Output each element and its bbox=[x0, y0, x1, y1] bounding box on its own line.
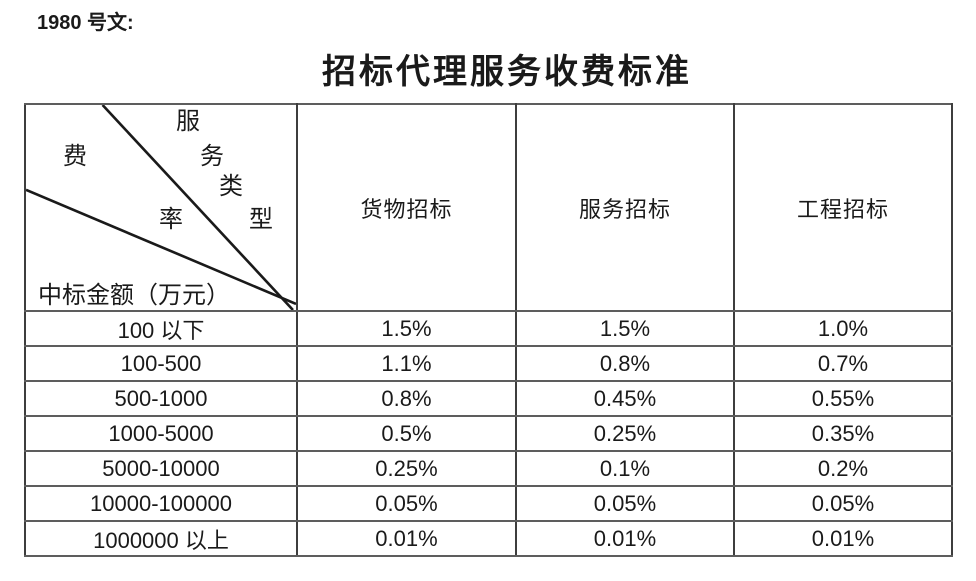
rate-cell: 0.8% bbox=[515, 345, 735, 382]
column-header-service-bidding: 服务招标 bbox=[515, 103, 735, 312]
table-row: 100-500 1.1% 0.8% 0.7% bbox=[24, 345, 953, 382]
rate-cell: 1.5% bbox=[515, 310, 735, 347]
rate-cell: 0.05% bbox=[733, 485, 953, 522]
fee-standard-table: 服 务 类 型 费 率 中标金额（万元） 货物招标 服务招标 工程招标 100 … bbox=[24, 103, 953, 557]
rate-cell: 0.8% bbox=[296, 380, 517, 417]
doc-reference-number: 1980 号文: bbox=[37, 12, 134, 34]
rate-cell: 0.05% bbox=[515, 485, 735, 522]
amount-range-cell: 1000000 以上 bbox=[24, 520, 298, 557]
page-title: 招标代理服务收费标准 bbox=[322, 54, 692, 91]
column-header-engineering-bidding: 工程招标 bbox=[733, 103, 953, 312]
rate-cell: 0.1% bbox=[515, 450, 735, 487]
rate-cell: 0.7% bbox=[733, 345, 953, 382]
amount-range-cell: 1000-5000 bbox=[24, 415, 298, 452]
amount-range-cell: 5000-10000 bbox=[24, 450, 298, 487]
rate-cell: 0.25% bbox=[515, 415, 735, 452]
rate-cell: 0.55% bbox=[733, 380, 953, 417]
table-row: 1000-5000 0.5% 0.25% 0.35% bbox=[24, 415, 953, 452]
table-row: 100 以下 1.5% 1.5% 1.0% bbox=[24, 310, 953, 347]
amount-range-cell: 500-1000 bbox=[24, 380, 298, 417]
table-row: 1000000 以上 0.01% 0.01% 0.01% bbox=[24, 520, 953, 557]
corner-axis-service-type-char: 型 bbox=[249, 207, 273, 233]
rate-cell: 0.2% bbox=[733, 450, 953, 487]
rate-cell: 0.35% bbox=[733, 415, 953, 452]
rate-cell: 0.5% bbox=[296, 415, 517, 452]
corner-axis-service-type-char: 服 bbox=[176, 109, 200, 135]
corner-axis-fee-rate-char: 费 bbox=[63, 144, 87, 170]
rate-cell: 1.1% bbox=[296, 345, 517, 382]
amount-range-cell: 100 以下 bbox=[24, 310, 298, 347]
corner-axis-service-type-char: 类 bbox=[219, 174, 243, 200]
diagonal-corner-cell: 服 务 类 型 费 率 中标金额（万元） bbox=[24, 103, 298, 312]
rate-cell: 0.01% bbox=[733, 520, 953, 557]
rate-cell: 0.25% bbox=[296, 450, 517, 487]
diagonal-divider-lines bbox=[27, 106, 295, 309]
column-header-goods-bidding: 货物招标 bbox=[296, 103, 517, 312]
corner-axis-fee-rate-char: 率 bbox=[159, 207, 183, 233]
table-header-row: 服 务 类 型 费 率 中标金额（万元） 货物招标 服务招标 工程招标 bbox=[24, 103, 953, 312]
corner-axis-amount-label: 中标金额（万元） bbox=[38, 283, 230, 309]
rate-cell: 0.45% bbox=[515, 380, 735, 417]
rate-cell: 1.0% bbox=[733, 310, 953, 347]
amount-range-cell: 100-500 bbox=[24, 345, 298, 382]
rate-cell: 0.01% bbox=[296, 520, 517, 557]
table-row: 10000-100000 0.05% 0.05% 0.05% bbox=[24, 485, 953, 522]
rate-cell: 0.01% bbox=[515, 520, 735, 557]
amount-range-cell: 10000-100000 bbox=[24, 485, 298, 522]
rate-cell: 0.05% bbox=[296, 485, 517, 522]
table-row: 5000-10000 0.25% 0.1% 0.2% bbox=[24, 450, 953, 487]
table-row: 500-1000 0.8% 0.45% 0.55% bbox=[24, 380, 953, 417]
rate-cell: 1.5% bbox=[296, 310, 517, 347]
corner-axis-service-type-char: 务 bbox=[200, 144, 224, 170]
